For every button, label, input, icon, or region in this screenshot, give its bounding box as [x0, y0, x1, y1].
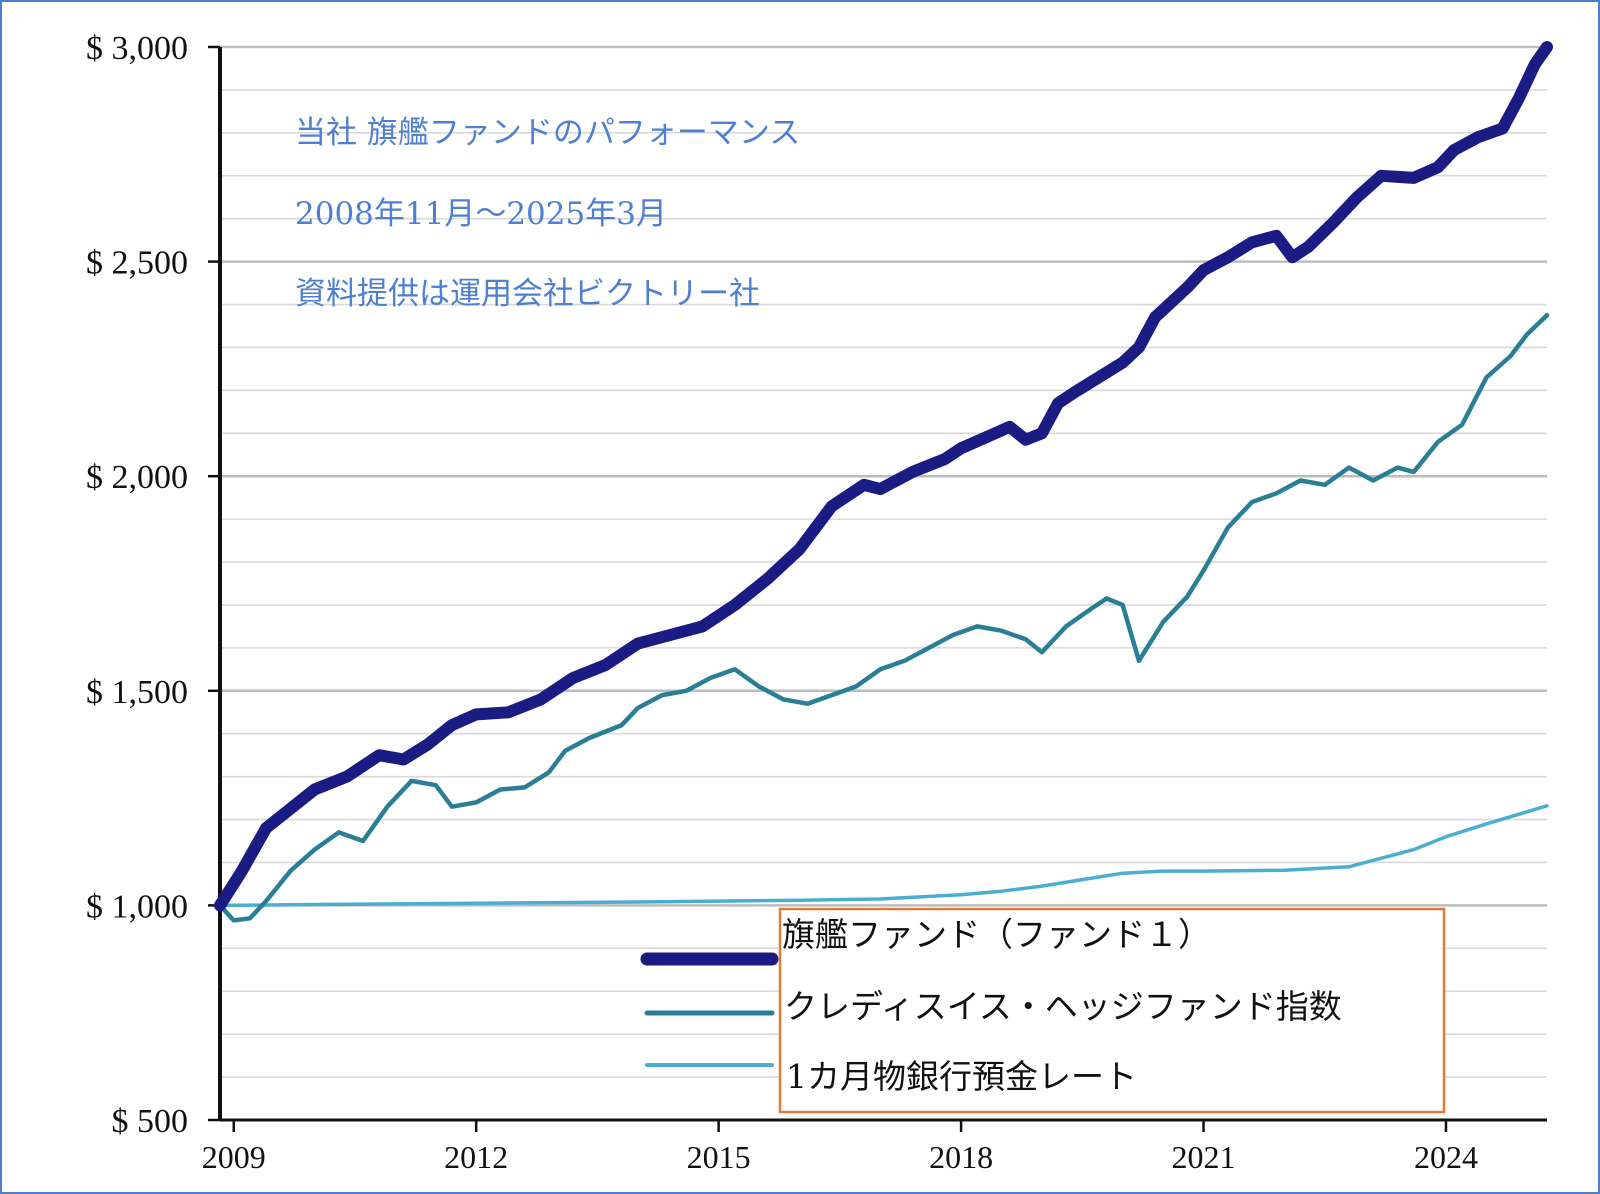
- legend-label-hedge-fund-index: クレディスイス・ヘッジファンド指数: [784, 987, 1342, 1026]
- series-bank-deposit-rate: [218, 804, 1549, 908]
- y-axis-ticks: $ 500 $ 1,000 $ 1,500 $ 2,000 $ 2,500 $ 3,000: [86, 30, 220, 1140]
- legend: 旗艦ファンド（ファンド１） クレディスイス・ヘッジファンド指数 1カ月物銀行預金…: [640, 907, 1446, 1114]
- x-tick-label: 2018: [929, 1139, 993, 1175]
- series-hedge-fund-index: [217, 313, 1550, 923]
- axes: [218, 47, 1547, 1122]
- x-tick-label: 2012: [444, 1139, 508, 1175]
- annotation-title: 当社 旗艦ファンドのパフォーマンス: [295, 115, 800, 151]
- annotation-source: 資料提供は運用会社ビクトリー社: [295, 276, 760, 312]
- y-tick-label: $ 2,000: [86, 459, 188, 496]
- legend-label-flagship-fund: 旗艦ファンド（ファンド１）: [782, 915, 1211, 954]
- annotation-period: 2008年11月～2025年3月: [295, 196, 667, 232]
- x-tick-label: 2024: [1414, 1139, 1478, 1175]
- x-tick-label: 2015: [687, 1139, 751, 1175]
- x-axis-ticks: 2009 2012 2015 2018 2021 2024: [202, 1120, 1478, 1175]
- y-tick-label: $ 3,000: [86, 30, 188, 67]
- y-tick-label: $ 500: [112, 1103, 189, 1140]
- y-tick-label: $ 1,500: [86, 674, 188, 711]
- x-tick-label: 2021: [1172, 1139, 1236, 1175]
- legend-background: [778, 907, 1446, 1114]
- x-tick-label: 2009: [202, 1139, 266, 1175]
- gridlines: [220, 45, 1547, 1078]
- y-tick-label: $ 1,000: [86, 888, 188, 925]
- series-lines: [214, 41, 1553, 923]
- y-tick-label: $ 2,500: [86, 245, 188, 282]
- annotation-block: 当社 旗艦ファンドのパフォーマンス 2008年11月～2025年3月 資料提供は…: [295, 115, 800, 312]
- series-flagship-fund: [214, 41, 1553, 912]
- legend-label-bank-deposit-rate: 1カ月物銀行預金レート: [786, 1057, 1137, 1096]
